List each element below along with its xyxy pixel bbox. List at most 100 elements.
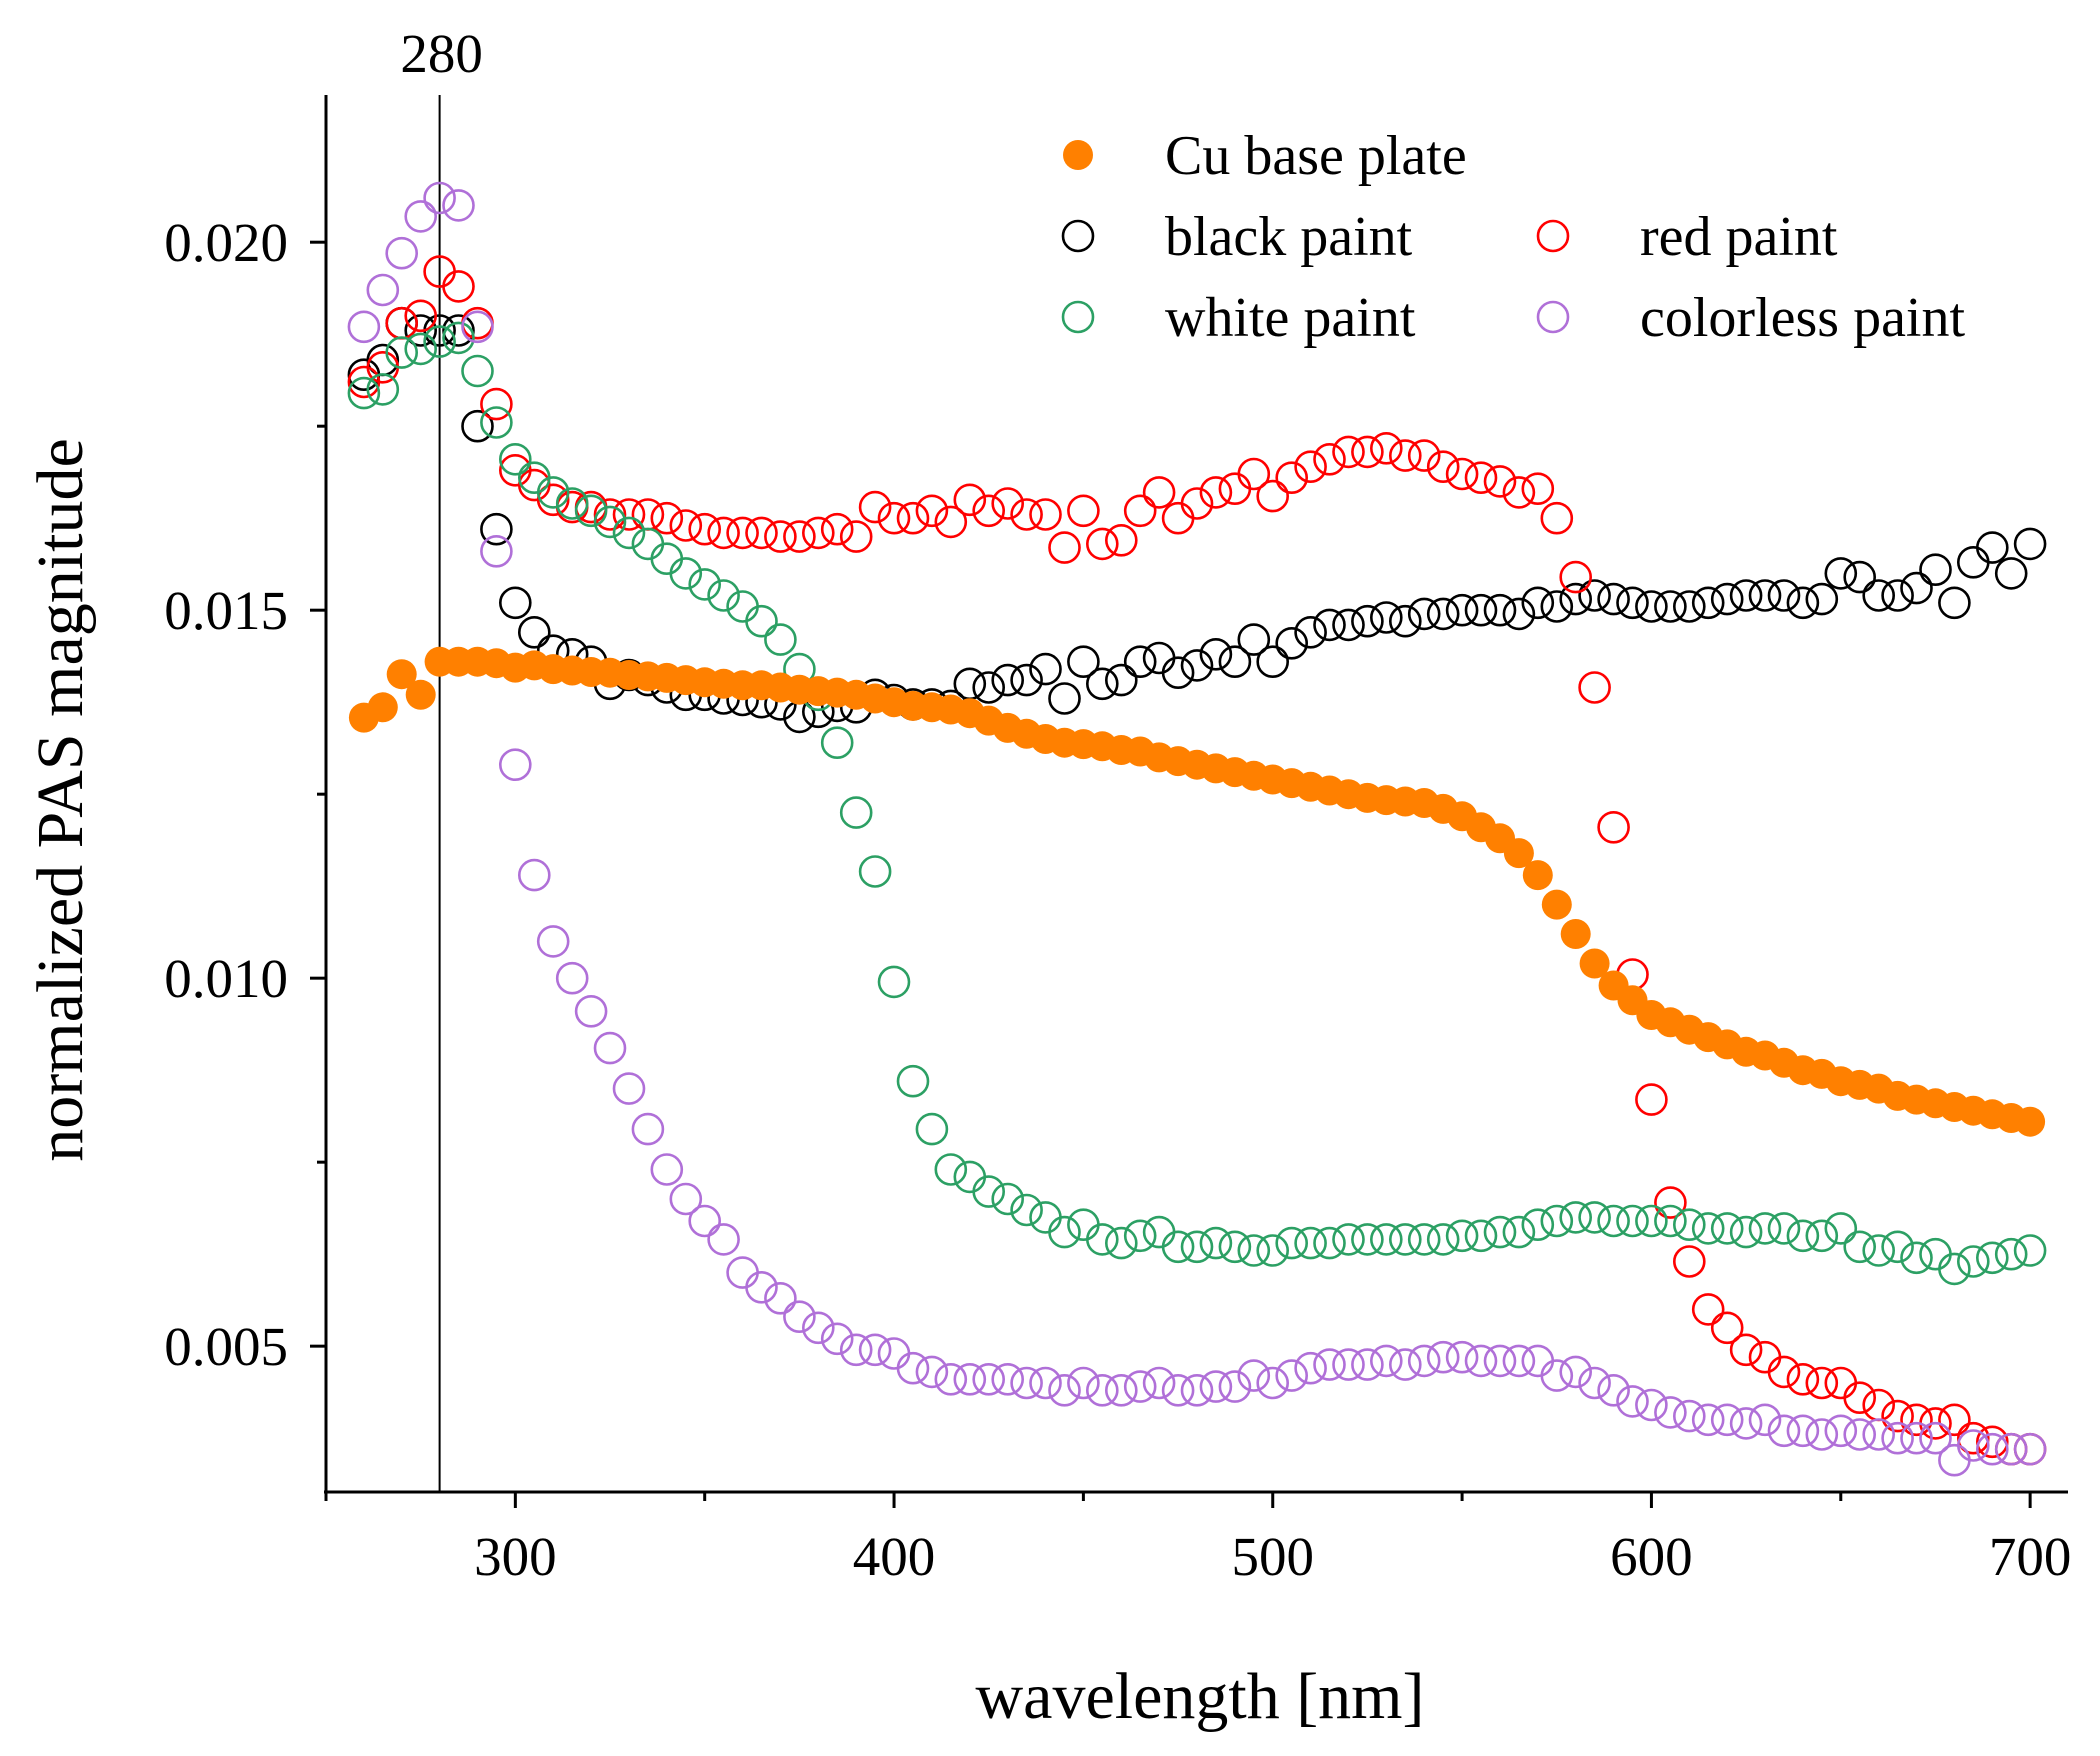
data-point-colorless-paint [1767,1414,1801,1448]
data-point-red-paint [1010,498,1043,531]
data-point-red-paint [1976,1425,2009,1459]
data-point-colorless-paint [1805,1418,1839,1451]
data-point-colorless-paint [1426,1340,1460,1374]
data-point-black-paint [1067,645,1100,679]
data-point-white-paint [953,1160,987,1194]
data-point-white-paint [1786,1219,1820,1253]
data-point-white-paint [385,336,419,369]
data-point-white-paint [574,494,608,528]
data-point-red-paint [1105,523,1138,557]
data-point-black-paint [1426,597,1460,631]
data-point-colorless-paint [1445,1340,1479,1374]
x-tick-label: 400 [853,1526,936,1587]
data-point-white-paint [1464,1219,1498,1253]
data-point-red-paint [764,520,797,553]
data-point-red-paint [1161,501,1195,535]
data-point-colorless-paint [1275,1359,1308,1392]
data-point-white-paint [1067,1208,1100,1241]
data-point-red-paint [726,516,759,550]
data-point-white-paint [1957,1245,1990,1278]
data-point-white-paint [1029,1201,1062,1234]
data-point-black-paint [517,615,551,649]
data-point-white-paint [1048,1215,1081,1249]
data-point-white-paint [820,726,854,760]
data-point-red-paint [839,520,873,553]
data-point-colorless-paint [555,961,589,995]
data-point-red-paint [877,501,911,535]
data-point-red-paint [1123,494,1157,528]
data-point-white-paint [688,568,722,601]
data-point-red-paint [1199,476,1233,509]
data-point-black-paint [1161,656,1195,690]
data-point-colorless-paint [669,1182,703,1216]
data-point-black-paint [1881,579,1914,612]
data-point-black-paint [1142,641,1176,675]
data-point-white-paint [1407,1223,1441,1256]
data-point-red-paint [1824,1366,1858,1400]
data-point-red-paint [991,487,1025,520]
data-point-white-paint [555,487,589,520]
data-point-red-paint [1067,494,1100,528]
data-point-cu-base-plate [2015,1106,2046,1137]
data-point-white-paint [366,373,400,406]
data-point-black-paint [1673,590,1706,623]
data-point-colorless-paint [1616,1385,1649,1418]
data-point-colorless-paint [1105,1374,1138,1407]
data-point-white-paint [423,325,456,358]
data-point-colorless-paint [1521,1344,1555,1378]
data-point-colorless-paint [1786,1414,1820,1448]
data-point-black-paint [1370,601,1403,634]
data-point-red-paint [1464,461,1498,495]
data-point-black-paint [480,512,513,546]
data-point-colorless-paint [1332,1348,1365,1381]
data-point-red-paint [650,501,684,535]
data-point-colorless-paint [1218,1370,1252,1403]
data-point-red-paint [1407,439,1441,472]
legend-label: white paint [1165,287,1416,349]
data-point-white-paint [1919,1237,1952,1271]
data-point-white-paint [1994,1237,2028,1271]
data-point-colorless-paint [1010,1366,1043,1400]
data-point-red-paint [858,490,892,524]
data-point-white-paint [347,376,381,410]
data-point-black-paint [953,667,987,701]
data-point-colorless-paint [820,1322,854,1356]
x-axis-title: wavelength [nm] [975,1660,1424,1733]
data-point-colorless-paint [498,748,532,782]
data-point-black-paint [2013,527,2047,561]
legend-item-red-paint: red paint [1536,206,1838,268]
data-point-colorless-paint [612,1072,646,1105]
data-point-colorless-paint [1938,1443,1971,1477]
data-point-red-paint [1218,472,1252,506]
data-point-colorless-paint [915,1355,949,1389]
data-point-black-paint [1521,586,1555,620]
data-point-red-paint [1900,1403,1933,1437]
data-point-colorless-paint [1029,1366,1062,1400]
data-point-white-paint [1729,1215,1763,1249]
data-point-colorless-paint [1313,1348,1346,1381]
data-point-black-paint [1105,663,1138,697]
data-point-colorless-paint [1824,1414,1858,1448]
data-point-red-paint [972,494,1006,528]
data-point-colorless-paint [1086,1374,1119,1407]
data-point-white-paint [1578,1201,1611,1234]
reference-line-label: 280 [400,23,483,84]
data-point-white-paint [1256,1234,1289,1267]
data-point-colorless-paint [801,1311,835,1345]
data-point-red-paint [669,509,703,542]
data-point-white-paint [1938,1252,1971,1286]
data-point-red-paint [783,520,816,553]
data-point-black-paint [1445,593,1479,627]
data-point-colorless-paint [1578,1366,1611,1400]
data-point-colorless-paint [574,994,608,1028]
data-point-white-paint [1521,1208,1555,1241]
series-red-paint [347,255,2047,1466]
legend-label: Cu base plate [1165,125,1467,187]
data-point-black-paint [972,671,1006,704]
x-tick-label: 700 [1989,1526,2072,1587]
data-point-black-paint [1464,593,1498,627]
data-point-cu-base-plate [1541,889,1572,920]
data-point-colorless-paint [404,200,438,233]
data-point-colorless-paint [745,1271,778,1304]
